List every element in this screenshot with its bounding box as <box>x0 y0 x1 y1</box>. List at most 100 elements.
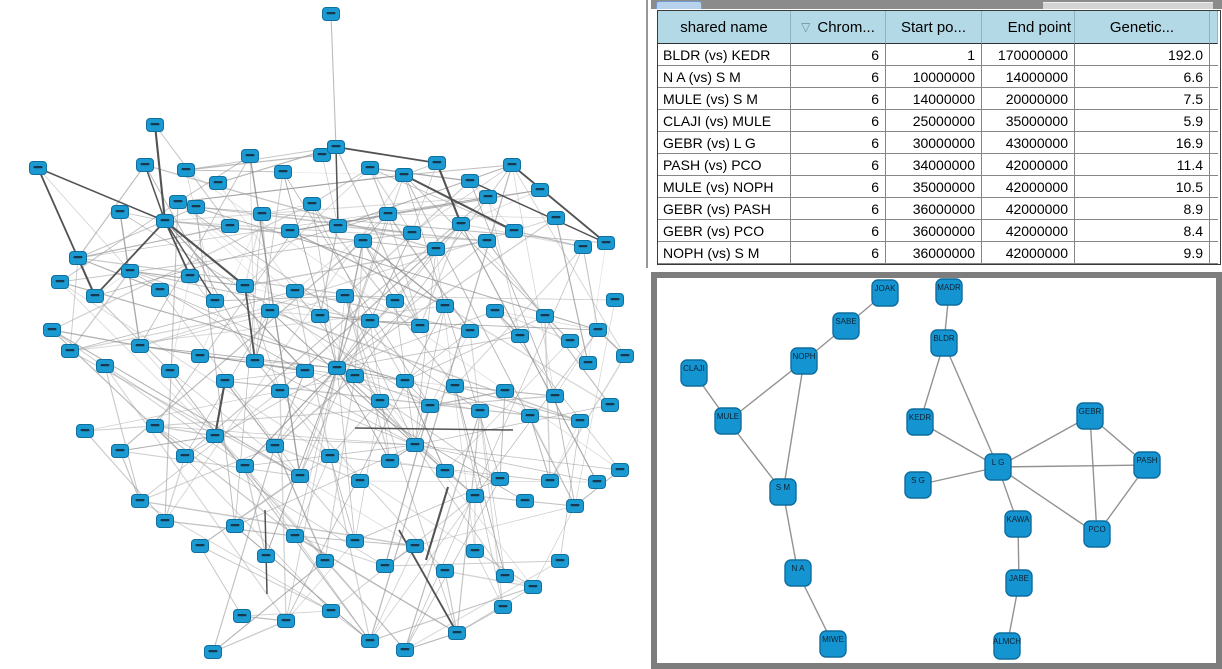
network-node[interactable] <box>361 314 379 328</box>
network-node[interactable] <box>187 200 205 214</box>
column-header-shared-name[interactable]: shared name <box>658 11 791 44</box>
network-node[interactable] <box>51 275 69 289</box>
network-node[interactable] <box>253 207 271 221</box>
network-node[interactable] <box>551 554 569 568</box>
network-node[interactable] <box>146 118 164 132</box>
network-node[interactable] <box>336 289 354 303</box>
network-node[interactable] <box>421 399 439 413</box>
node-l-g[interactable]: L G <box>984 453 1012 481</box>
network-node[interactable] <box>176 449 194 463</box>
network-node[interactable] <box>286 529 304 543</box>
network-node[interactable] <box>597 236 615 250</box>
node-joak[interactable]: JOAK <box>871 279 899 307</box>
node-shape[interactable] <box>784 559 812 587</box>
network-node[interactable] <box>546 389 564 403</box>
network-node[interactable] <box>191 539 209 553</box>
network-node[interactable] <box>371 394 389 408</box>
network-node[interactable] <box>403 226 421 240</box>
network-node[interactable] <box>406 539 424 553</box>
node-sabe[interactable]: SABE <box>832 312 860 340</box>
network-node[interactable] <box>616 349 634 363</box>
network-node[interactable] <box>327 140 345 154</box>
network-node[interactable] <box>204 645 222 659</box>
table-row[interactable]: GEBR (vs) L G 6 30000000 43000000 16.9 <box>658 132 1220 154</box>
network-node[interactable] <box>346 534 364 548</box>
node-shape[interactable] <box>984 453 1012 481</box>
node-shape[interactable] <box>832 312 860 340</box>
network-node[interactable] <box>448 626 466 640</box>
network-node[interactable] <box>436 464 454 478</box>
network-node[interactable] <box>376 559 394 573</box>
node-shape[interactable] <box>906 408 934 436</box>
network-node[interactable] <box>588 475 606 489</box>
network-node[interactable] <box>329 219 347 233</box>
network-node[interactable] <box>494 600 512 614</box>
table-row[interactable]: PASH (vs) PCO 6 34000000 42000000 11.4 <box>658 154 1220 176</box>
node-madr[interactable]: MADR <box>935 278 963 306</box>
network-node[interactable] <box>146 419 164 433</box>
network-node[interactable] <box>169 195 187 209</box>
node-shape[interactable] <box>714 407 742 435</box>
network-node[interactable] <box>566 499 584 513</box>
node-shape[interactable] <box>1083 520 1111 548</box>
network-node[interactable] <box>274 165 292 179</box>
node-shape[interactable] <box>1004 510 1032 538</box>
network-node[interactable] <box>322 604 340 618</box>
node-bldr[interactable]: BLDR <box>930 329 958 357</box>
node-s-m[interactable]: S M <box>769 478 797 506</box>
main-network-view[interactable] <box>0 0 650 669</box>
node-n-a[interactable]: N A <box>784 559 812 587</box>
node-shape[interactable] <box>819 630 847 658</box>
subnetwork-view[interactable]: JOAK SABE NOPH CLAJI MULE S M N A MIWE MADR BLDR K… <box>657 278 1216 663</box>
network-node[interactable] <box>281 224 299 238</box>
network-node[interactable] <box>261 304 279 318</box>
table-row[interactable]: CLAJI (vs) MULE 6 25000000 35000000 5.9 <box>658 110 1220 132</box>
network-node[interactable] <box>601 398 619 412</box>
node-gebr[interactable]: GEBR <box>1076 402 1104 430</box>
network-node[interactable] <box>131 494 149 508</box>
node-shape[interactable] <box>871 279 899 307</box>
network-node[interactable] <box>111 444 129 458</box>
network-node[interactable] <box>351 474 369 488</box>
network-node[interactable] <box>266 439 284 453</box>
edge-attribute-table[interactable]: shared name ▽ Chrom... Start po... End point… <box>657 10 1221 265</box>
table-row[interactable]: MULE (vs) S M 6 14000000 20000000 7.5 <box>658 88 1220 110</box>
node-pco[interactable]: PCO <box>1083 520 1111 548</box>
network-node[interactable] <box>69 251 87 265</box>
network-node[interactable] <box>478 234 496 248</box>
network-node[interactable] <box>427 242 445 256</box>
network-node[interactable] <box>381 454 399 468</box>
filter-funnel-icon[interactable]: ▽ <box>801 20 811 34</box>
network-node[interactable] <box>233 609 251 623</box>
node-shape[interactable] <box>1076 402 1104 430</box>
table-row[interactable]: NOPH (vs) S M 6 36000000 42000000 9.9 <box>658 242 1220 264</box>
column-header-start-po[interactable]: Start po... <box>886 11 982 44</box>
network-node[interactable] <box>491 472 509 486</box>
table-row[interactable]: N A (vs) S M 6 10000000 14000000 6.6 <box>658 66 1220 88</box>
column-header-end-point[interactable]: End point <box>982 11 1075 44</box>
network-node[interactable] <box>86 289 104 303</box>
table-row[interactable]: GEBR (vs) PCO 6 36000000 42000000 8.4 <box>658 220 1220 242</box>
node-shape[interactable] <box>680 359 708 387</box>
network-node[interactable] <box>516 494 534 508</box>
node-mule[interactable]: MULE <box>714 407 742 435</box>
tab-fragment[interactable] <box>656 1 702 9</box>
node-shape[interactable] <box>769 478 797 506</box>
column-header-genetic[interactable]: Genetic... <box>1075 11 1210 44</box>
network-node[interactable] <box>606 293 624 307</box>
network-node[interactable] <box>216 374 234 388</box>
node-jabe[interactable]: JABE <box>1005 569 1033 597</box>
network-node[interactable] <box>313 148 331 162</box>
network-node[interactable] <box>461 324 479 338</box>
network-node[interactable] <box>379 207 397 221</box>
network-node[interactable] <box>503 158 521 172</box>
network-node[interactable] <box>156 514 174 528</box>
node-noph[interactable]: NOPH <box>790 347 818 375</box>
network-node[interactable] <box>156 214 174 228</box>
network-node[interactable] <box>316 554 334 568</box>
table-row[interactable]: MULE (vs) NOPH 6 35000000 42000000 10.5 <box>658 176 1220 198</box>
network-node[interactable] <box>496 384 514 398</box>
node-pash[interactable]: PASH <box>1133 451 1161 479</box>
node-shape[interactable] <box>935 278 963 306</box>
network-node[interactable] <box>291 469 309 483</box>
